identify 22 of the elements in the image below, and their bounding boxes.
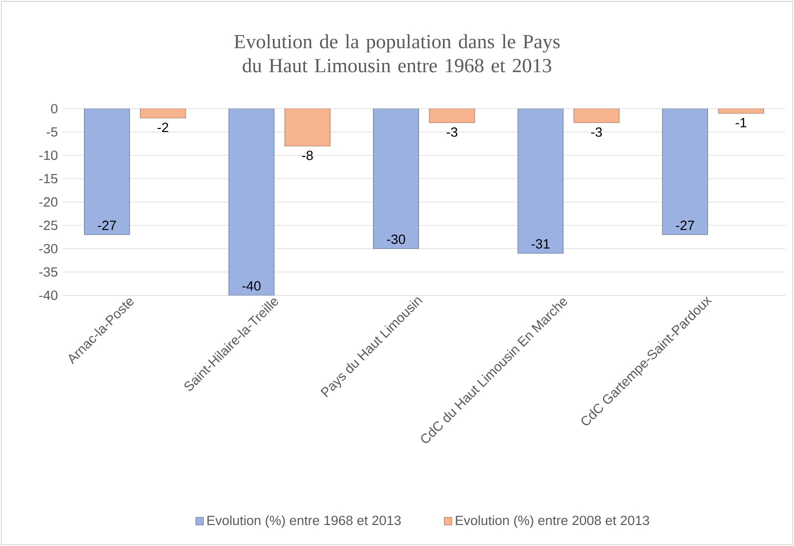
- data-label: -2: [158, 122, 168, 132]
- data-label: -27: [98, 220, 116, 230]
- data-label: -3: [591, 127, 602, 137]
- y-tick-label: -5: [46, 127, 58, 137]
- y-tick-label: -40: [39, 290, 58, 300]
- y-tick-label: -35: [39, 267, 58, 277]
- data-label: -8: [302, 150, 313, 160]
- y-tick-label: -20: [39, 197, 58, 207]
- y-tick-label: 0: [51, 104, 58, 114]
- data-label: -31: [531, 239, 550, 249]
- data-label: -3: [446, 127, 458, 137]
- y-tick-label: -25: [39, 220, 58, 230]
- data-label: -30: [386, 234, 406, 244]
- data-label: -27: [676, 220, 694, 230]
- y-tick-label: -30: [39, 244, 58, 254]
- chart-title: Evolution de la population dans le Pays du Haut Limousin entre 1968 et 2013: [234, 34, 560, 72]
- data-label: -40: [242, 281, 261, 291]
- data-label: -1: [736, 118, 746, 128]
- legend-label: Evolution (%) entre 1968 et 2013: [207, 515, 401, 528]
- y-tick-label: -10: [39, 150, 58, 160]
- legend-label: Evolution (%) entre 2008 et 2013: [456, 515, 650, 528]
- y-tick-label: -15: [39, 174, 58, 184]
